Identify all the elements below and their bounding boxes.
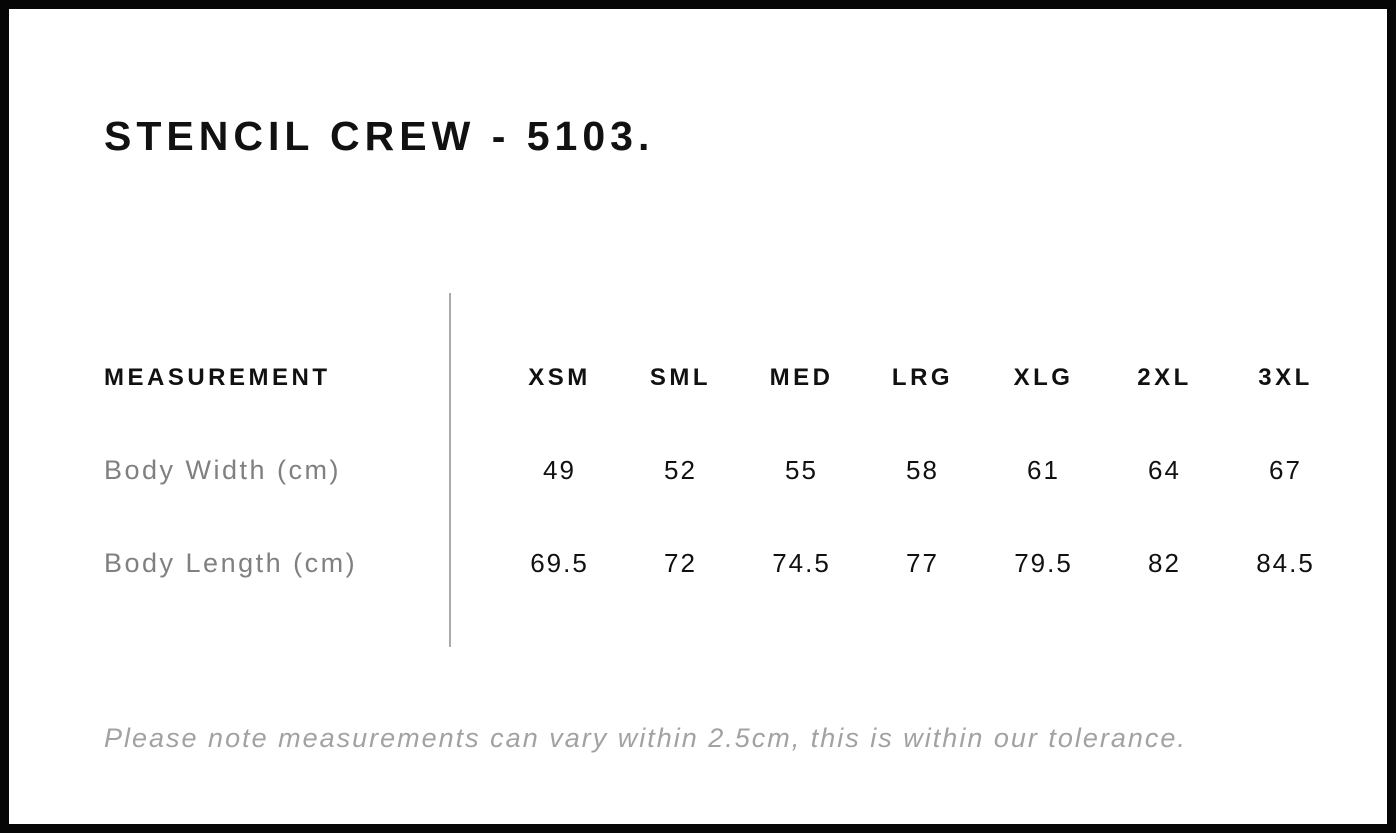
body-length-value-2xl: 82 <box>1148 548 1181 578</box>
row-label-body-length: Body Length (cm) <box>104 548 358 578</box>
column-header-sml: SML <box>649 363 712 391</box>
column-header-3xl: 3XL <box>1258 363 1313 391</box>
table-header-row: MEASUREMENT XSM SML MED LRG XLG 2XL 3XL <box>104 331 1346 424</box>
body-length-value-xsm: 69.5 <box>530 548 589 578</box>
column-header-lrg: LRG <box>891 363 954 391</box>
size-chart-table: MEASUREMENT XSM SML MED LRG XLG 2XL 3XL … <box>104 331 1346 610</box>
column-header-xsm: XSM <box>528 363 591 391</box>
body-length-value-med: 74.5 <box>772 548 831 578</box>
body-width-value-med: 55 <box>785 455 818 485</box>
table-row-body-width: Body Width (cm) 49 52 55 58 61 64 67 <box>104 424 1346 517</box>
column-header-med: MED <box>769 363 834 391</box>
column-header-2xl: 2XL <box>1137 363 1192 391</box>
table-column-divider <box>449 293 451 647</box>
body-width-value-xlg: 61 <box>1027 455 1060 485</box>
tolerance-note: Please note measurements can vary within… <box>104 723 1187 753</box>
row-label-body-width: Body Width (cm) <box>104 455 342 485</box>
body-width-value-2xl: 64 <box>1148 455 1181 485</box>
column-header-measurement: MEASUREMENT <box>104 363 331 391</box>
column-header-xlg: XLG <box>1013 363 1074 391</box>
body-length-value-lrg: 77 <box>906 548 939 578</box>
page-title: STENCIL CREW - 5103. <box>104 113 655 159</box>
body-length-value-3xl: 84.5 <box>1256 548 1315 578</box>
body-width-value-3xl: 67 <box>1269 455 1302 485</box>
body-width-value-sml: 52 <box>664 455 697 485</box>
body-width-value-xsm: 49 <box>543 455 576 485</box>
table-row-body-length: Body Length (cm) 69.5 72 74.5 77 79.5 82… <box>104 517 1346 610</box>
body-width-value-lrg: 58 <box>906 455 939 485</box>
body-length-value-sml: 72 <box>664 548 697 578</box>
body-length-value-xlg: 79.5 <box>1014 548 1073 578</box>
